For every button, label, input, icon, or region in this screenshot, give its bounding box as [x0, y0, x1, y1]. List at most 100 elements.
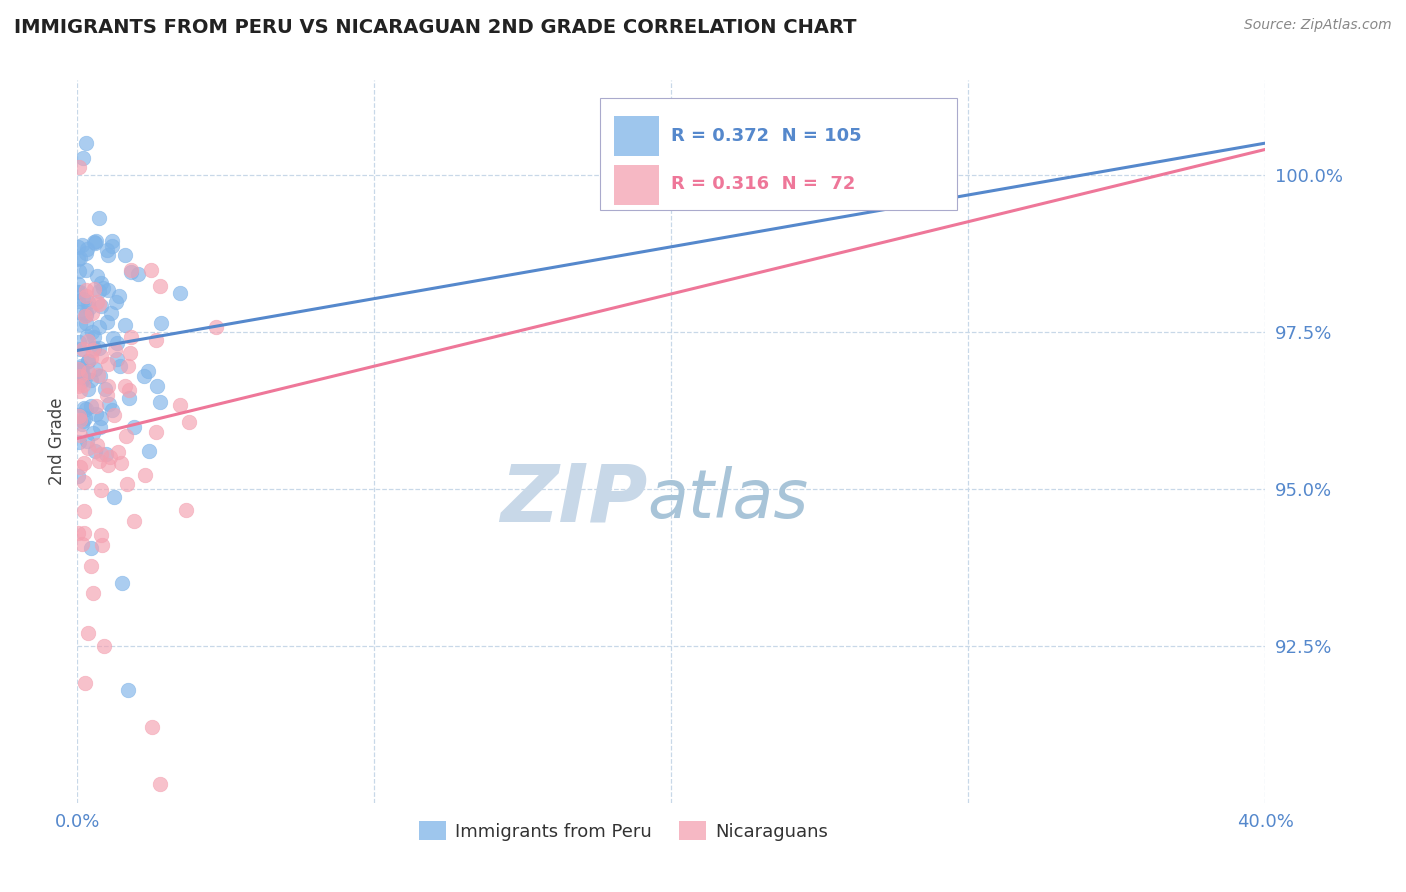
Point	[84, 407, 107, 421]
Point	[132, 369, 155, 384]
Point	[70, 417, 93, 432]
Point	[69, 368, 91, 383]
Point	[72, 292, 94, 306]
Point	[169, 285, 191, 300]
Point	[66, 240, 89, 254]
Point	[72, 414, 94, 428]
Point	[75, 289, 97, 303]
Point	[96, 243, 118, 257]
Point	[145, 425, 167, 439]
Point	[67, 335, 90, 350]
Point	[69, 343, 91, 357]
Point	[103, 408, 125, 422]
Point	[97, 379, 120, 393]
Point	[83, 341, 105, 355]
Point	[90, 349, 112, 363]
Point	[75, 402, 97, 417]
Point	[66, 378, 89, 392]
Point	[75, 306, 97, 320]
Point	[114, 379, 136, 393]
Point	[89, 297, 111, 311]
Point	[117, 359, 139, 373]
Point	[80, 351, 103, 365]
Point	[67, 409, 90, 424]
Point	[73, 456, 96, 470]
Point	[70, 370, 93, 384]
Point	[76, 353, 98, 368]
Point	[108, 359, 131, 374]
Point	[70, 375, 93, 389]
Point	[82, 343, 104, 358]
Point	[97, 283, 120, 297]
Point	[86, 295, 108, 310]
Point	[91, 538, 114, 552]
Point	[69, 285, 91, 299]
Point	[114, 318, 136, 332]
Point	[77, 295, 100, 310]
Point	[80, 541, 103, 556]
Point	[114, 248, 136, 262]
Text: R = 0.372  N = 105: R = 0.372 N = 105	[672, 127, 862, 145]
Point	[75, 308, 97, 322]
Point	[82, 586, 104, 600]
Text: R = 0.316  N =  72: R = 0.316 N = 72	[672, 176, 856, 194]
Point	[73, 475, 96, 490]
Point	[87, 211, 110, 225]
Point	[75, 136, 97, 150]
Point	[69, 427, 91, 442]
Point	[69, 362, 91, 376]
Point	[72, 151, 94, 165]
Point	[149, 316, 172, 330]
Point	[101, 239, 124, 253]
Point	[83, 235, 105, 249]
Point	[80, 325, 103, 339]
Point	[72, 377, 94, 392]
Point	[97, 458, 120, 472]
Point	[97, 397, 120, 411]
Point	[118, 383, 141, 397]
Point	[75, 316, 97, 330]
Point	[96, 447, 118, 461]
Point	[97, 358, 120, 372]
Point	[111, 575, 134, 590]
Point	[75, 371, 97, 385]
Point	[70, 537, 93, 551]
Point	[93, 639, 115, 653]
Point	[70, 362, 93, 376]
Point	[67, 285, 90, 300]
Point	[96, 315, 118, 329]
Point	[67, 409, 90, 423]
Point	[115, 429, 138, 443]
Point	[69, 251, 91, 265]
Point	[67, 305, 90, 319]
Text: atlas: atlas	[648, 467, 808, 533]
Point	[100, 450, 122, 464]
Point	[90, 447, 112, 461]
FancyBboxPatch shape	[614, 165, 659, 204]
Point	[75, 246, 97, 260]
Point	[127, 267, 149, 281]
Point	[118, 391, 141, 405]
Point	[177, 415, 200, 429]
Point	[91, 280, 114, 294]
Point	[120, 330, 142, 344]
Point	[110, 456, 132, 470]
Point	[122, 514, 145, 528]
Point	[84, 362, 107, 376]
Point	[83, 329, 105, 343]
Point	[89, 369, 111, 384]
Point	[73, 401, 96, 415]
Point	[103, 490, 125, 504]
Point	[105, 336, 128, 351]
Point	[67, 264, 90, 278]
Point	[89, 276, 111, 290]
Point	[80, 373, 103, 387]
Y-axis label: 2nd Grade: 2nd Grade	[48, 398, 66, 485]
Point	[90, 528, 112, 542]
Point	[73, 526, 96, 541]
Point	[76, 242, 98, 256]
Point	[67, 294, 90, 309]
Point	[67, 469, 90, 483]
Point	[101, 402, 124, 417]
Point	[86, 437, 108, 451]
